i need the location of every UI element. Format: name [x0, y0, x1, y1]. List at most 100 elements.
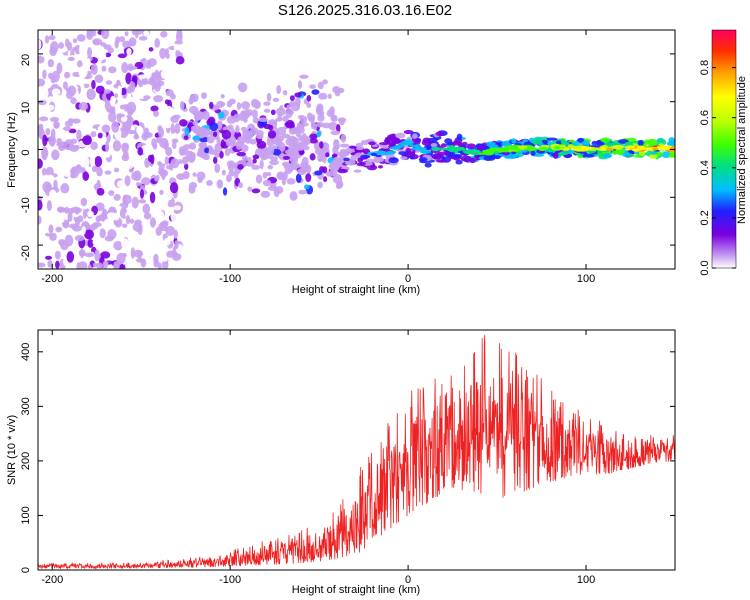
spectrogram-cell	[110, 95, 116, 107]
spectrogram-cell	[74, 235, 85, 242]
spectrogram-cell	[143, 212, 152, 220]
spectrogram-cell	[105, 220, 110, 232]
spectrogram-cell	[80, 156, 90, 168]
spectrogram-cell	[122, 40, 132, 49]
spectrogram-cell	[163, 237, 171, 246]
spectrogram-cell	[142, 168, 147, 173]
spectrogram-cell	[91, 165, 98, 173]
spectrogram-cell	[51, 70, 60, 83]
spectrogram-cell	[48, 34, 56, 41]
spectrogram-cell	[38, 78, 46, 87]
spectrogram-cell	[407, 151, 416, 158]
spectrogram-cell	[113, 241, 123, 251]
spectrogram-cell	[552, 152, 559, 159]
spectrogram-cell	[128, 65, 138, 70]
spectrogram-cell	[276, 126, 287, 136]
spectrogram-cell	[510, 147, 520, 151]
spectrogram-cell	[560, 139, 567, 145]
spectrogram-cell	[113, 193, 121, 201]
spectrogram-cell	[90, 131, 97, 138]
spectrogram-cell	[656, 145, 667, 149]
spectrogram-cell	[395, 132, 406, 139]
spectrogram-cell	[263, 108, 271, 113]
spectrogram-cell	[335, 145, 340, 150]
spectrogram-cell	[67, 85, 77, 97]
spectrogram-cell	[169, 182, 179, 194]
spectrogram-cell	[676, 153, 681, 157]
spectrogram-cell	[221, 129, 232, 140]
spectrogram-cell	[262, 179, 272, 187]
spectrogram-cell	[216, 136, 221, 146]
spectrogram-cell	[163, 41, 171, 46]
spectrogram-cell	[343, 157, 350, 162]
x-tick-label: -100	[219, 273, 241, 285]
spectrogram-cell	[318, 92, 328, 100]
spectrogram-cell	[314, 170, 323, 176]
spectrogram-cell	[116, 252, 126, 264]
spectrogram-cell	[511, 138, 517, 144]
spectrogram-cell	[417, 147, 427, 151]
spectrogram-cell	[245, 161, 255, 167]
spectrogram-cells	[38, 30, 681, 269]
spectrogram-cell	[48, 135, 57, 146]
spectrogram-cell	[113, 167, 120, 173]
spectrogram-cell	[77, 60, 83, 68]
spectrogram-x-ticks: -200 -100 0 100	[41, 30, 595, 285]
spectrogram-cell	[251, 164, 261, 170]
spectrogram-cell	[189, 93, 195, 104]
spectrogram-cell	[87, 210, 94, 218]
spectrogram-cell	[47, 218, 55, 226]
spectrogram-cell	[339, 143, 350, 148]
spectrogram-cell	[212, 131, 218, 137]
spectrogram-cell	[52, 246, 58, 253]
spectrogram-cell	[327, 93, 332, 99]
spectrogram-cell	[51, 149, 60, 161]
spectrogram-cell	[117, 227, 125, 236]
y-tick-label: 400	[20, 343, 32, 361]
spectrogram-cell	[297, 168, 307, 175]
spectrogram-cell	[62, 170, 71, 177]
spectrogram-cell	[435, 159, 447, 163]
spectrogram-cell	[108, 66, 117, 74]
spectrogram-cell	[470, 149, 480, 154]
spectrogram-cell	[123, 120, 131, 132]
spectrogram-cell	[121, 154, 130, 162]
spectrogram-cell	[237, 82, 248, 93]
spectrogram-cell	[198, 126, 205, 137]
spectrogram-cell	[221, 169, 226, 176]
spectrogram-cell	[67, 212, 73, 222]
spectrogram-cell	[101, 124, 111, 133]
spectrogram-cell	[287, 167, 294, 173]
spectrogram-cell	[110, 105, 115, 115]
spectrogram-cell	[184, 126, 190, 136]
spectrogram-cell	[237, 163, 244, 170]
spectrogram-cell	[377, 151, 389, 155]
spectrogram-cell	[126, 48, 132, 56]
spectrogram-cell	[40, 47, 46, 57]
spectrogram-cell	[64, 120, 73, 127]
y-tick-label: -10	[20, 197, 32, 213]
spectrogram-cell	[104, 52, 112, 58]
spectrogram-cell	[101, 210, 109, 220]
spectrogram-cell	[440, 143, 447, 148]
spectrogram-cell	[427, 137, 439, 142]
spectrogram-cell	[206, 135, 215, 144]
spectrogram-cell	[289, 191, 298, 201]
spectrogram-cell	[130, 180, 137, 192]
spectrogram-cell	[155, 136, 163, 144]
spectrogram-cell	[236, 151, 247, 157]
spectrogram-cell	[403, 130, 414, 135]
spectrogram-cell	[160, 30, 168, 38]
spectrogram-cell	[113, 93, 119, 99]
spectrogram-cell	[132, 50, 138, 61]
spectrogram-cell	[251, 109, 258, 119]
spectrogram-cell	[218, 111, 225, 119]
spectrogram-cell	[219, 151, 224, 159]
spectrogram-cell	[107, 36, 117, 48]
spectrogram-cell	[182, 156, 189, 165]
spectrogram-cell	[104, 111, 110, 117]
spectrogram-cell	[76, 262, 81, 269]
snr-y-ticks: 0 100 200 300 400	[20, 343, 675, 573]
spectrogram-cell	[380, 144, 390, 149]
spectrogram-cell	[431, 147, 440, 151]
